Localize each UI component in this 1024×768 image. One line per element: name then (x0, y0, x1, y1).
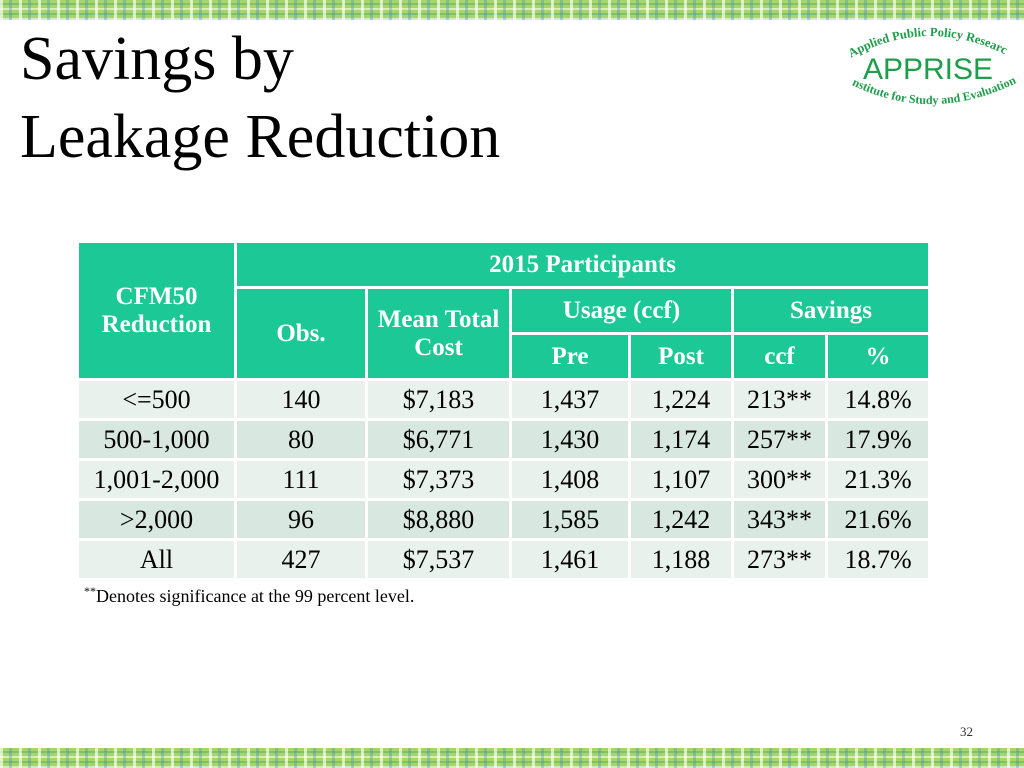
cell-cfm: >2,000 (79, 501, 234, 538)
top-decorative-band (0, 0, 1024, 20)
slide-title: Savings by Leakage Reduction (20, 20, 500, 176)
table-row: >2,000 96 $8,880 1,585 1,242 343** 21.6% (79, 501, 929, 538)
cell-cost: $7,183 (368, 381, 509, 418)
header-pre: Pre (512, 335, 628, 378)
cell-post: 1,174 (631, 421, 731, 458)
bottom-decorative-band (0, 748, 1024, 768)
header-2015-participants: 2015 Participants (237, 243, 929, 286)
header-savings: Savings (734, 289, 929, 332)
cell-cfm: <=500 (79, 381, 234, 418)
table-row: <=500 140 $7,183 1,437 1,224 213** 14.8% (79, 381, 929, 418)
cell-cfm: 1,001-2,000 (79, 461, 234, 498)
cell-ccf: 257** (734, 421, 825, 458)
title-line-1: Savings by (20, 25, 294, 93)
cell-pre: 1,461 (512, 541, 628, 578)
cell-obs: 96 (237, 501, 365, 538)
cell-pre: 1,585 (512, 501, 628, 538)
header-usage: Usage (ccf) (512, 289, 731, 332)
cell-ccf: 300** (734, 461, 825, 498)
footnote-text: Denotes significance at the 99 percent l… (96, 586, 415, 606)
cell-cost: $7,373 (368, 461, 509, 498)
header-cfm50-reduction: CFM50 Reduction (79, 243, 234, 378)
cell-obs: 111 (237, 461, 365, 498)
cell-pct: 21.6% (828, 501, 929, 538)
cell-pct: 14.8% (828, 381, 929, 418)
cell-post: 1,188 (631, 541, 731, 578)
title-line-2: Leakage Reduction (20, 103, 501, 171)
header-mean-total-cost: Mean Total Cost (368, 289, 509, 378)
table-row: All 427 $7,537 1,461 1,188 273** 18.7% (79, 541, 929, 578)
cell-post: 1,242 (631, 501, 731, 538)
header-ccf: ccf (734, 335, 825, 378)
cell-post: 1,107 (631, 461, 731, 498)
cell-obs: 80 (237, 421, 365, 458)
cell-pre: 1,437 (512, 381, 628, 418)
header-post: Post (631, 335, 731, 378)
cell-cost: $6,771 (368, 421, 509, 458)
cell-pre: 1,430 (512, 421, 628, 458)
table-row: 500-1,000 80 $6,771 1,430 1,174 257** 17… (79, 421, 929, 458)
apprise-logo: Applied Public Policy Research APPRISE I… (836, 20, 1018, 107)
cell-ccf: 213** (734, 381, 825, 418)
cell-pct: 18.7% (828, 541, 929, 578)
cell-post: 1,224 (631, 381, 731, 418)
cell-pre: 1,408 (512, 461, 628, 498)
cell-obs: 140 (237, 381, 365, 418)
footnote: **Denotes significance at the 99 percent… (84, 584, 414, 607)
header-percent: % (828, 335, 929, 378)
cell-pct: 21.3% (828, 461, 929, 498)
page-number: 32 (960, 724, 973, 739)
cell-cost: $7,537 (368, 541, 509, 578)
cell-cfm: All (79, 541, 234, 578)
cell-ccf: 273** (734, 541, 825, 578)
table-row: 1,001-2,000 111 $7,373 1,408 1,107 300**… (79, 461, 929, 498)
cell-cost: $8,880 (368, 501, 509, 538)
footnote-marker: ** (84, 584, 96, 598)
cell-obs: 427 (237, 541, 365, 578)
logo-name: APPRISE (863, 53, 993, 86)
header-obs: Obs. (237, 289, 365, 378)
cell-ccf: 343** (734, 501, 825, 538)
cell-pct: 17.9% (828, 421, 929, 458)
cell-cfm: 500-1,000 (79, 421, 234, 458)
savings-table: CFM50 Reduction 2015 Participants Obs. M… (76, 240, 931, 581)
